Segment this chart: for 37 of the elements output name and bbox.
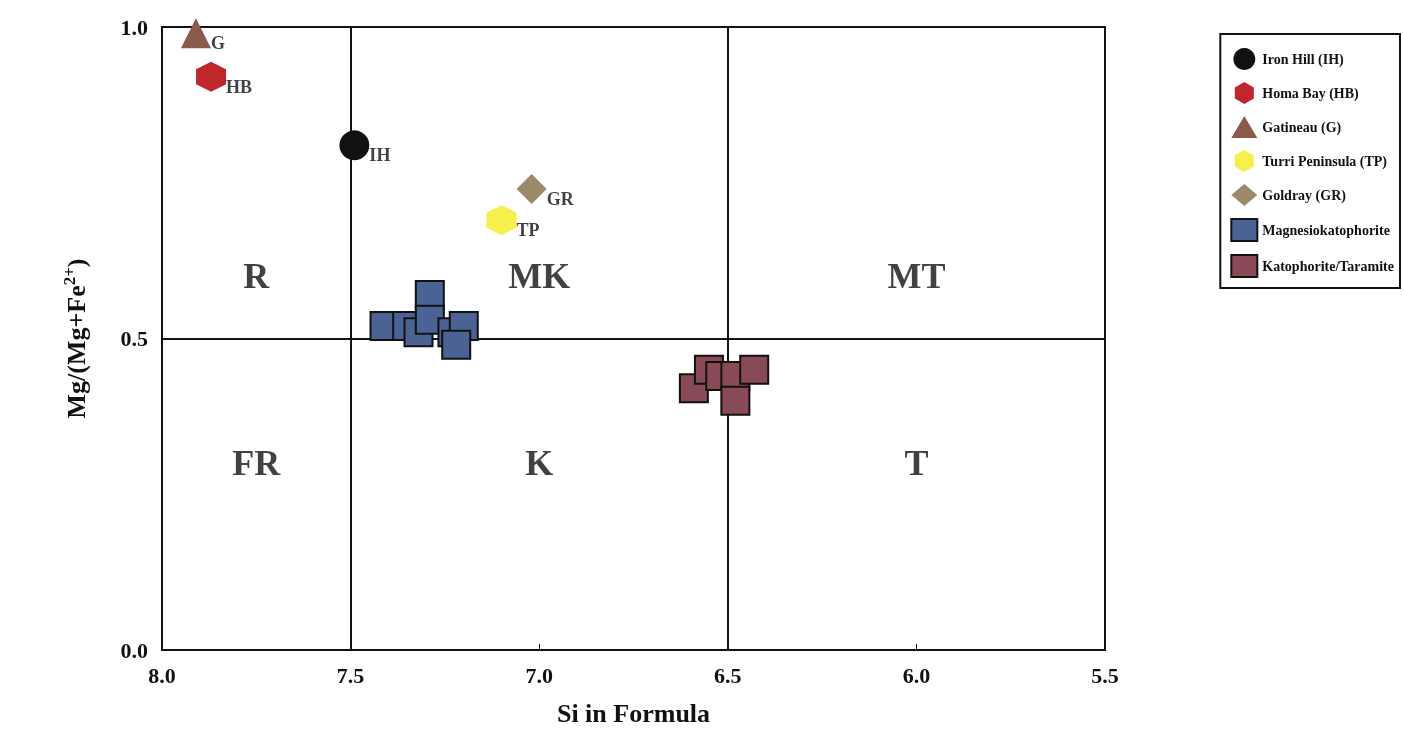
y-tick-label: 0.5 xyxy=(120,326,148,351)
legend-label: Gatineau (G) xyxy=(1262,119,1342,136)
annotation: MK xyxy=(508,256,571,297)
y-tick-label: 0.0 xyxy=(120,637,148,663)
annotation: T xyxy=(904,443,929,484)
x-axis-title: Si in Formula xyxy=(556,698,711,728)
annotation: K xyxy=(525,443,554,484)
x-tick-label: 7.0 xyxy=(525,662,553,688)
point xyxy=(196,61,227,92)
point xyxy=(441,329,472,360)
point xyxy=(516,173,547,204)
annotation: FR xyxy=(232,443,282,484)
annotation: G xyxy=(210,33,225,54)
x-tick-label: 6.5 xyxy=(714,662,742,688)
annotation: R xyxy=(243,256,271,297)
point xyxy=(180,18,211,49)
annotation: MT xyxy=(887,256,946,297)
annotation: IH xyxy=(369,145,391,166)
point xyxy=(486,205,517,236)
point xyxy=(720,385,751,416)
x-tick-label: 8.0 xyxy=(148,662,176,688)
y-tick-label: 1.0 xyxy=(120,14,148,40)
legend-label: Katophorite/Taramite xyxy=(1262,258,1394,274)
y-axis-title: Mg/(Mg+Fe2+) xyxy=(60,258,91,419)
legend-label: Goldray (GR) xyxy=(1262,187,1347,204)
point xyxy=(339,130,370,161)
annotation: TP xyxy=(516,220,540,241)
x-tick-label: 7.5 xyxy=(336,662,365,688)
point xyxy=(739,354,770,385)
legend-label: Homa Bay (HB) xyxy=(1262,85,1360,102)
legend-label: Iron Hill (IH) xyxy=(1262,51,1345,68)
legend-label: Magnesiokatophorite xyxy=(1262,222,1390,238)
annotation: GR xyxy=(546,188,575,209)
legend-label: Turri Peninsula (TP) xyxy=(1262,153,1388,170)
x-tick-label: 6.0 xyxy=(902,662,931,688)
annotation: HB xyxy=(226,76,253,97)
x-tick-label: 5.5 xyxy=(1091,662,1119,688)
